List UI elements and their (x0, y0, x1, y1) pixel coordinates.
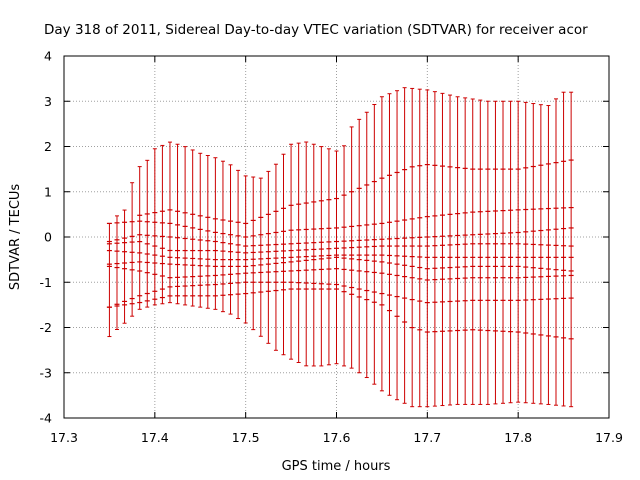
axis-ticks (63, 55, 610, 419)
x-tick-label: 17.9 (595, 430, 623, 445)
y-tick-label: 2 (44, 139, 52, 154)
data-marks (106, 159, 574, 340)
chart-title: Day 318 of 2011, Sidereal Day-to-day VTE… (44, 22, 588, 38)
x-axis-label: GPS time / hours (282, 459, 391, 474)
y-tick-label: 0 (44, 230, 52, 245)
y-tick-label: -4 (40, 411, 53, 426)
y-tick-label: 3 (44, 94, 52, 109)
y-tick-labels: -4 -3 -2 -1 0 1 2 3 4 (40, 49, 53, 426)
x-tick-label: 17.8 (504, 430, 532, 445)
y-tick-label: -3 (40, 365, 52, 380)
x-tick-labels: 17.3 17.4 17.5 17.6 17.7 17.8 17.9 (50, 430, 623, 445)
x-tick-label: 17.6 (323, 430, 351, 445)
y-axis-label: SDTVAR / TECUs (8, 184, 23, 291)
y-tick-label: -1 (40, 275, 52, 290)
x-tick-label: 17.7 (413, 430, 441, 445)
x-tick-label: 17.5 (232, 430, 260, 445)
y-tick-label: 4 (44, 49, 52, 64)
x-tick-label: 17.3 (50, 430, 78, 445)
x-tick-label: 17.4 (141, 430, 169, 445)
y-tick-label: -2 (40, 320, 52, 335)
y-tick-label: 1 (44, 184, 52, 199)
error-bars (107, 87, 574, 408)
